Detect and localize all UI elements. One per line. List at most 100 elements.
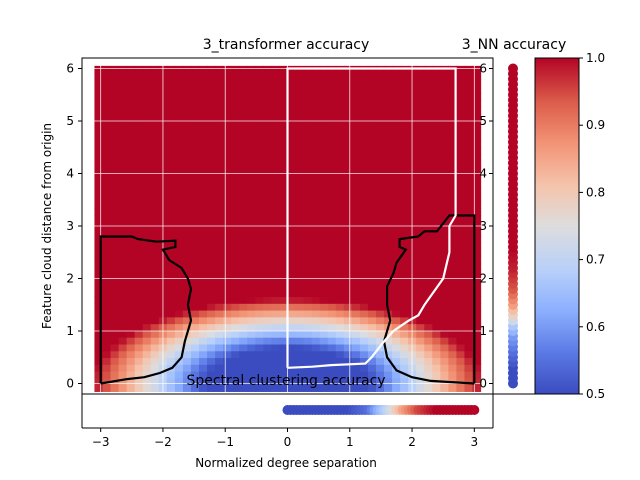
heatmap-cell [110, 160, 120, 169]
heatmap-cell [432, 296, 441, 304]
heatmap-cell [400, 221, 409, 230]
heatmap-cell [375, 276, 385, 284]
heatmap-cell [416, 330, 425, 338]
heatmap-cell [408, 343, 417, 352]
heatmap-cell [464, 154, 474, 162]
heatmap-cell [400, 377, 409, 386]
heatmap-cell [279, 99, 289, 108]
heatmap-cell [247, 296, 256, 304]
heatmap-cell [319, 201, 329, 209]
heatmap-cell [190, 72, 200, 81]
heatmap-cell [375, 160, 385, 169]
heatmap-cell [303, 330, 313, 338]
heatmap-cell [247, 303, 256, 311]
heatmap-cell [400, 384, 409, 392]
heatmap-cell [448, 221, 458, 230]
heatmap-cell [118, 350, 128, 359]
heatmap-cell [231, 208, 240, 216]
heatmap-cell [359, 228, 369, 236]
heatmap-cell [118, 296, 128, 304]
heatmap-cell [110, 248, 120, 257]
heatmap-cell [351, 255, 361, 264]
heatmap-cell [231, 384, 240, 392]
heatmap-cell [190, 384, 200, 392]
heatmap-cell [126, 65, 136, 74]
heatmap-cell [239, 310, 248, 318]
heatmap-cell [150, 323, 160, 331]
y-tick-label: 5 [66, 114, 74, 128]
heatmap-cell [424, 371, 433, 379]
heatmap-cell [400, 79, 409, 87]
heatmap-cell [464, 187, 474, 196]
heatmap-cell [472, 160, 482, 169]
heatmap-cell [456, 187, 466, 196]
heatmap-cell [359, 79, 369, 87]
heatmap-cell [392, 221, 401, 230]
heatmap-cell [472, 289, 482, 298]
heatmap-cell [416, 364, 425, 372]
heatmap-cell [351, 371, 361, 379]
heatmap-cell [472, 208, 482, 216]
heatmap-cell [182, 187, 192, 196]
heatmap-cell [416, 160, 425, 169]
heatmap-cell [134, 316, 144, 325]
heatmap-cell [247, 316, 256, 325]
heatmap-cell [311, 208, 321, 216]
heatmap-cell [448, 99, 458, 108]
heatmap-cell [295, 282, 305, 291]
heatmap-cell [231, 133, 240, 142]
heatmap-cell [327, 79, 337, 87]
heatmap-cell [182, 289, 192, 298]
heatmap-cell [239, 296, 248, 304]
heatmap-cell [400, 120, 409, 128]
heatmap-cell [150, 113, 160, 121]
x-tick-label: 2 [408, 435, 416, 449]
heatmap-cell [263, 262, 273, 270]
heatmap-cell [94, 99, 104, 108]
heatmap-cell [359, 160, 369, 169]
heatmap-cell [223, 269, 232, 277]
heatmap-cell [384, 248, 393, 257]
heatmap-cell [134, 167, 144, 175]
heatmap-cell [207, 174, 216, 182]
heatmap-cell [271, 215, 281, 223]
heatmap-cell [472, 215, 482, 223]
heatmap-cell [190, 106, 200, 114]
heatmap-cell [408, 289, 417, 298]
heatmap-cell [472, 296, 482, 304]
heatmap-cell [416, 113, 425, 121]
heatmap-cell [416, 147, 425, 155]
heatmap-cell [295, 79, 305, 87]
heatmap-cell [94, 174, 104, 182]
heatmap-cell [343, 289, 353, 298]
y-tick-label: 4 [66, 167, 74, 181]
heatmap-cell [247, 221, 256, 230]
heatmap-cell [295, 235, 305, 243]
heatmap-cell [126, 160, 136, 169]
heatmap-cell [199, 86, 208, 94]
heatmap-cell [255, 316, 264, 325]
heatmap-cell [392, 201, 401, 209]
y-axis-label: Feature cloud distance from origin [40, 123, 54, 329]
heatmap-cell [327, 154, 337, 162]
heatmap-cell [174, 323, 184, 331]
heatmap-cell [142, 323, 152, 331]
heatmap-cell [271, 248, 281, 257]
heatmap-cell [199, 99, 208, 108]
heatmap-cell [239, 364, 248, 372]
heatmap-cell [223, 357, 232, 365]
heatmap-cell [448, 242, 458, 250]
heatmap-cell [223, 248, 232, 257]
heatmap-cell [384, 377, 393, 386]
heatmap-cell [271, 296, 281, 304]
heatmap-cell [150, 269, 160, 277]
heatmap-cell [279, 330, 289, 338]
heatmap-cell [472, 255, 482, 264]
heatmap-cell [126, 79, 136, 87]
heatmap-cell [215, 371, 224, 379]
heatmap-cell [327, 343, 337, 352]
heatmap-cell [335, 316, 345, 325]
heatmap-cell [118, 255, 128, 264]
heatmap-cell [166, 133, 176, 142]
heatmap-cell [166, 310, 176, 318]
